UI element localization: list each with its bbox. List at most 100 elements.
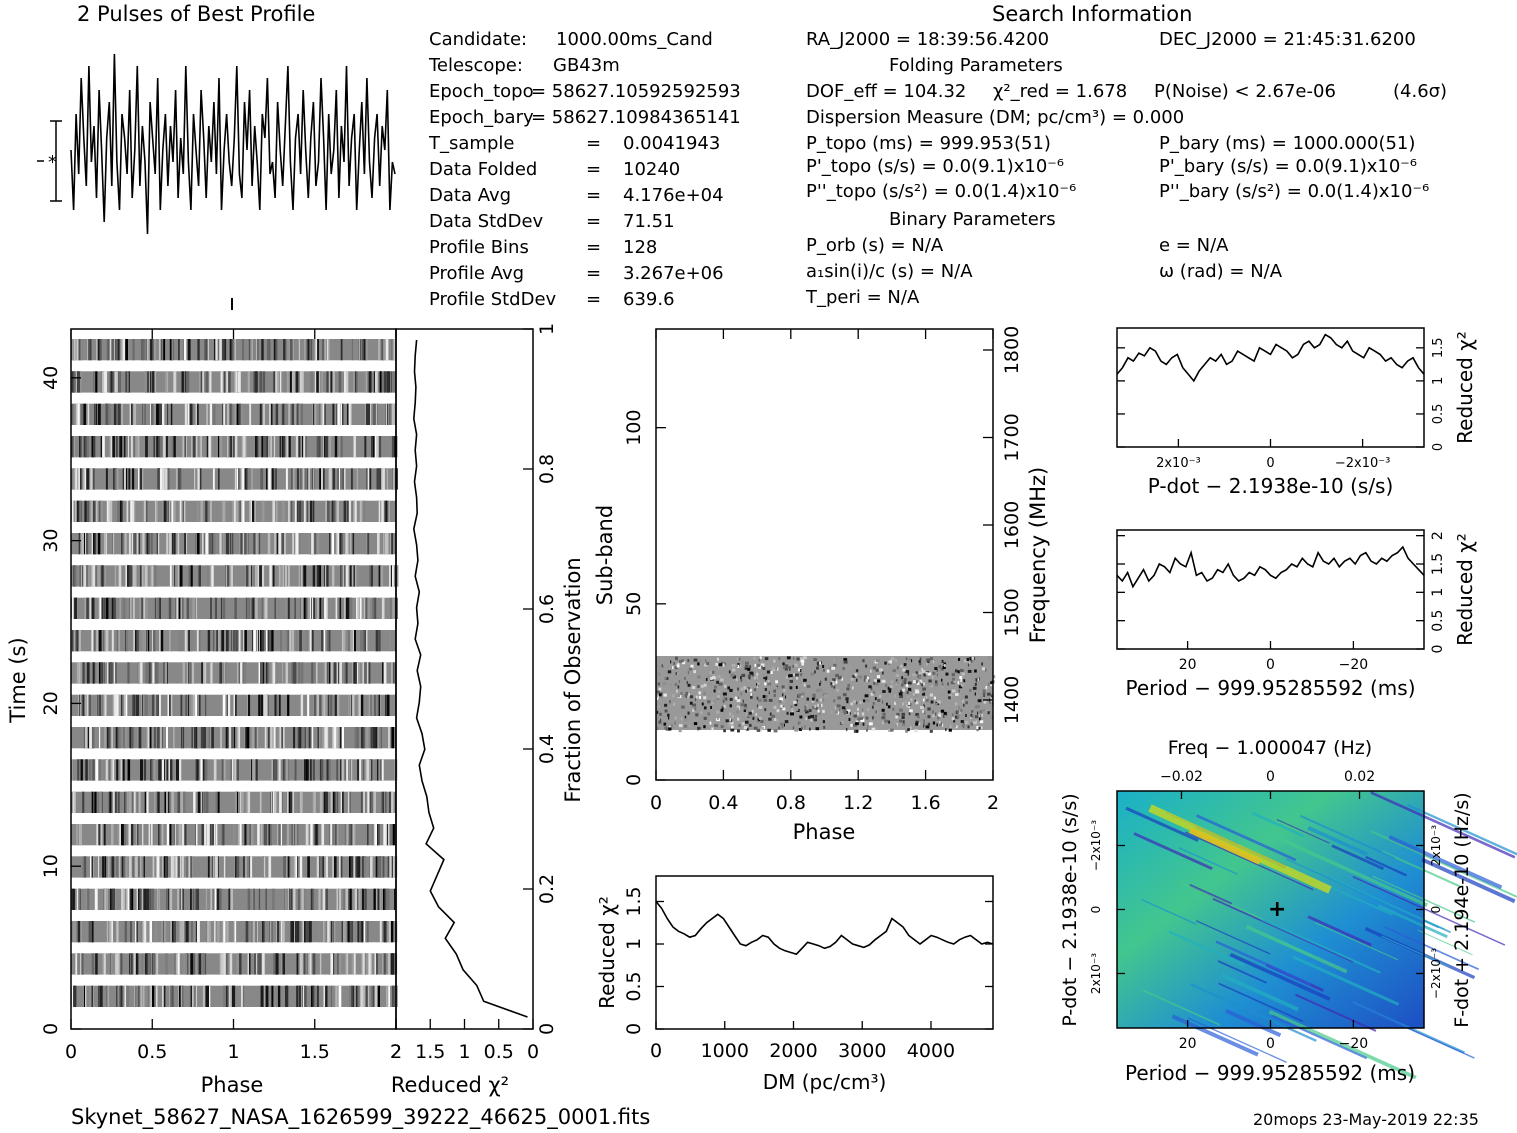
- time-phase-pixel: [284, 403, 288, 425]
- subband-pixel: [701, 702, 704, 706]
- time-phase-pixel: [178, 597, 181, 619]
- time-phase-pixel: [278, 371, 280, 393]
- subband-pixel: [776, 709, 780, 713]
- subband-pixel: [979, 714, 982, 718]
- subband-pixel: [951, 717, 955, 721]
- time-phase-pixel: [323, 662, 326, 684]
- time-phase-pixel: [361, 597, 365, 619]
- subband-pixel: [936, 673, 938, 677]
- time-phase-pixel: [348, 403, 352, 425]
- time-phase-pixel: [324, 694, 327, 716]
- subband-pixel: [758, 705, 763, 709]
- p-pdot-ylabel: P-dot − 2.1938e-10 (s/s): [1059, 793, 1081, 1026]
- time-phase-pixel: [270, 727, 273, 749]
- time-phase-pixel: [74, 468, 77, 490]
- time-phase-pixel: [162, 727, 165, 749]
- time-phase-pixel: [319, 468, 321, 490]
- time-phase-pixel: [84, 468, 87, 490]
- time-phase-pixel: [76, 630, 79, 652]
- time-phase-pixel: [385, 500, 388, 522]
- time-phase-pixel: [175, 565, 178, 587]
- time-phase-pixel: [222, 759, 225, 781]
- time-phase-pixel: [291, 630, 293, 652]
- time-phase-pixel: [283, 856, 287, 878]
- subband-pixel: [695, 695, 698, 699]
- time-phase-pixel: [313, 339, 316, 361]
- time-phase-pixel: [76, 371, 80, 393]
- subband-pixel: [816, 698, 818, 702]
- time-phase-pixel: [152, 856, 155, 878]
- profile-title: 2 Pulses of Best Profile: [77, 2, 316, 26]
- time-phase-pixel: [87, 888, 90, 910]
- time-phase-pixel: [146, 888, 149, 910]
- subband-pixel: [764, 657, 769, 661]
- subband-pixel: [886, 702, 888, 706]
- time-phase-pixel: [92, 468, 95, 490]
- time-phase-pixel: [319, 759, 323, 781]
- subband-pixel: [824, 694, 828, 698]
- time-phase-pixel: [94, 888, 98, 910]
- time-phase-pixel: [118, 727, 121, 749]
- subband-pixel: [680, 691, 683, 695]
- subband-pixel: [894, 680, 899, 684]
- subband-pixel: [973, 721, 977, 725]
- time-phase-pixel: [139, 662, 141, 684]
- time-phase-pixel: [316, 856, 319, 878]
- subband-pixel: [894, 701, 897, 705]
- subband-pixel: [957, 670, 960, 674]
- subband-pixel: [979, 717, 981, 721]
- time-phase-pixel: [102, 371, 104, 393]
- time-phase-pixel: [102, 694, 105, 716]
- time-phase-pixel: [179, 888, 181, 910]
- time-phase-pixel: [351, 468, 353, 490]
- time-phase-pixel: [132, 565, 136, 587]
- time-phase-pixel: [280, 824, 282, 846]
- time-phase-pixel: [75, 921, 78, 943]
- time-phase-pixel: [206, 436, 209, 458]
- time-phase-pixel: [303, 565, 307, 587]
- subband-pixel: [761, 727, 765, 730]
- time-phase-pixel: [89, 985, 91, 1007]
- time-phase-pixel: [344, 565, 347, 587]
- subband-pixel: [681, 717, 683, 721]
- time-phase-pixel: [144, 403, 146, 425]
- subband-pixel: [850, 677, 854, 681]
- subband-pixel: [901, 683, 904, 687]
- time-phase-pixel: [229, 953, 233, 975]
- time-phase-pixel: [92, 759, 95, 781]
- subband-pixel: [811, 706, 816, 710]
- time-phase-pixel: [260, 565, 262, 587]
- subband-pixel: [814, 704, 817, 708]
- time-phase-pixel: [256, 759, 258, 781]
- time-phase-pixel: [98, 597, 101, 619]
- subband-pixel: [700, 711, 703, 715]
- time-phase-pixel: [340, 759, 342, 781]
- subband-pixel: [990, 697, 992, 701]
- time-phase-pixel: [319, 597, 322, 619]
- subband-pixel: [729, 697, 733, 701]
- time-phase-pixel: [251, 824, 254, 846]
- subband-pixel: [725, 719, 729, 723]
- time-phase-pixel: [141, 630, 145, 652]
- subband-pixel: [902, 680, 904, 683]
- time-phase-pixel: [71, 759, 73, 781]
- time-phase-pixel: [185, 694, 188, 716]
- subband-pixel: [720, 725, 724, 729]
- subband-pixel: [892, 669, 896, 673]
- time-phase-pixel: [314, 403, 317, 425]
- time-phase-pixel: [347, 921, 350, 943]
- subband-pixel: [859, 727, 861, 731]
- time-phase-pixel: [207, 921, 209, 943]
- subband-pixel: [885, 683, 887, 687]
- time-phase-pixel: [109, 791, 112, 813]
- time-phase-pixel: [149, 727, 152, 749]
- subband-pixel: [800, 657, 804, 661]
- subband-pixel: [980, 696, 983, 699]
- time-phase-pixel: [135, 921, 137, 943]
- time-phase-pixel: [344, 824, 347, 846]
- subband-pixel: [921, 690, 924, 694]
- time-phase-pixel: [109, 662, 113, 684]
- time-phase-pixel: [256, 436, 259, 458]
- time-phase-pixel: [163, 856, 165, 878]
